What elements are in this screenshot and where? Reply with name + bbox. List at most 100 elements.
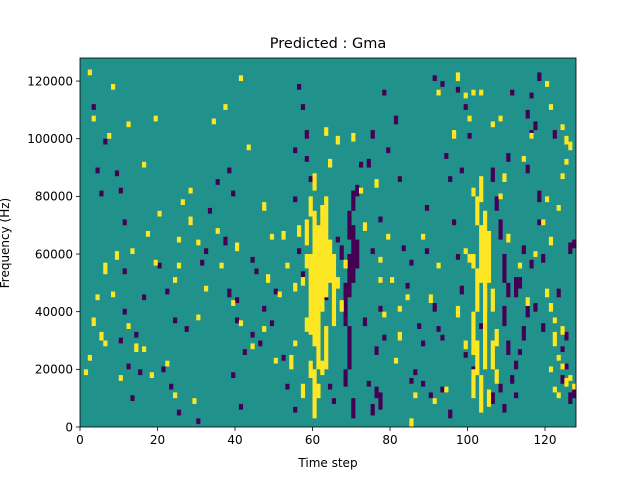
heatmap-cell-high (564, 135, 569, 145)
plot-frame (79, 57, 577, 428)
heatmap-cell-high (335, 277, 340, 289)
heatmap-cell-high (548, 104, 554, 110)
heatmap-cell-low (432, 75, 437, 82)
heatmap-cell-low (169, 383, 174, 390)
heatmap-cell-low (142, 294, 147, 301)
heatmap-cell-low (196, 418, 201, 425)
x-tick-label: 20 (150, 433, 165, 447)
heatmap-cell-high (145, 230, 151, 237)
heatmap-cell-low (99, 190, 104, 197)
heatmap-cell-high (188, 187, 193, 194)
heatmap-cell-low (328, 383, 333, 390)
heatmap-cell-low (502, 305, 507, 327)
plot-area (79, 57, 577, 428)
heatmap-cell-high (452, 130, 457, 139)
heatmap-cell-low (285, 383, 290, 390)
heatmap-cell-low (506, 282, 511, 298)
heatmap-cell-high (529, 132, 534, 139)
heatmap-cell-low (366, 380, 371, 387)
x-tick-label: 40 (227, 433, 242, 447)
heatmap-cell-high (455, 305, 461, 318)
heatmap-cell-high (552, 331, 557, 347)
heatmap-cell-low (498, 383, 503, 393)
heatmap-cell-low (572, 386, 577, 399)
heatmap-cell-high (545, 288, 550, 298)
heatmap-cell-high (533, 251, 538, 257)
heatmap-cell-high (316, 383, 321, 399)
heatmap-cell-high (87, 354, 92, 361)
heatmap-cell-high (223, 104, 228, 110)
heatmap-cell-high (285, 262, 290, 269)
heatmap-cell-low (556, 288, 561, 298)
heatmap-cell-low (254, 268, 259, 275)
heatmap-cell-high (300, 277, 306, 286)
heatmap-cell-high (386, 233, 391, 240)
heatmap-cell-low (568, 242, 573, 255)
heatmap-cell-low (347, 210, 352, 240)
heatmap-cell-low (176, 409, 182, 416)
heatmap-cell-low (269, 320, 275, 327)
heatmap-cell-high (320, 205, 325, 220)
heatmap-cell-high (568, 141, 573, 151)
heatmap-cell-low (525, 109, 530, 119)
heatmap-cell-high (475, 268, 480, 312)
heatmap-cell-high (114, 251, 120, 260)
heatmap-cell-high (153, 115, 158, 122)
heatmap-cell-low (331, 398, 337, 404)
x-axis: 0 20 40 60 80 100 120 (76, 427, 556, 447)
heatmap-cell-high (153, 259, 158, 266)
heatmap-cell-low (533, 121, 538, 131)
heatmap-cell-low (103, 138, 108, 145)
heatmap-cell-low (122, 268, 127, 275)
heatmap-cell-high (556, 392, 561, 399)
heatmap-cell-low (378, 305, 383, 312)
heatmap-cell-low (308, 176, 313, 182)
heatmap-cell-high (521, 156, 526, 162)
heatmap-cell-low (541, 254, 546, 263)
heatmap-cell-high (277, 291, 282, 298)
heatmap-cell-high (320, 360, 325, 376)
heatmap-cell-low (440, 81, 445, 87)
heatmap-cell-high (235, 242, 240, 252)
heatmap-cell-low (351, 190, 356, 211)
heatmap-cell-low (490, 392, 495, 404)
heatmap-cell-low (517, 349, 523, 355)
heatmap-cell-low (173, 317, 178, 324)
heatmap-cell-low (370, 130, 375, 139)
heatmap-cell-high (99, 331, 104, 341)
heatmap-cell-low (502, 403, 507, 413)
heatmap-cell-low (537, 190, 542, 203)
heatmap-cell-low (258, 340, 263, 347)
heatmap-cell-low (351, 225, 356, 283)
heatmap-cell-high (324, 196, 329, 298)
heatmap-cell-low (448, 176, 453, 182)
heatmap-cell-low (467, 132, 472, 139)
heatmap-cell-high (405, 294, 410, 301)
heatmap-cell-high (176, 262, 182, 269)
heatmap-cell-low (204, 248, 209, 255)
heatmap-cell-high (475, 196, 480, 226)
heatmap-cell-high (293, 340, 298, 347)
heatmap-cell-high (130, 248, 135, 255)
heatmap-cell-low (300, 104, 306, 110)
heatmap-cell-high (269, 233, 275, 240)
heatmap-cell-low (463, 104, 468, 110)
heatmap-cell-high (455, 72, 461, 82)
heatmap-cell-high (471, 187, 476, 197)
heatmap-cell-low (525, 305, 530, 318)
heatmap-cell-high (204, 285, 209, 292)
heatmap-cell-high (548, 236, 554, 246)
heatmap-cell-high (560, 326, 565, 335)
x-tick-label: 80 (382, 433, 397, 447)
heatmap-cell-high (564, 158, 569, 165)
heatmap-cell-low (347, 254, 352, 298)
heatmap-cell-high (393, 357, 399, 364)
heatmap-cell-high (246, 144, 251, 151)
y-tick-label: 20000 (35, 363, 73, 377)
heatmap-cell-high (95, 294, 100, 301)
heatmap-cell-low (533, 303, 538, 312)
heatmap-cell-high (231, 300, 236, 306)
heatmap-cell-low (184, 326, 189, 332)
heatmap-cell-high (192, 398, 197, 404)
heatmap-cell-high (273, 357, 278, 364)
